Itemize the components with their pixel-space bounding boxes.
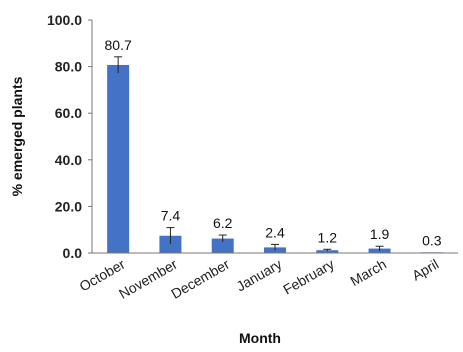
data-labels: 80.7 7.4 6.2 2.4 1.2 1.9 0.3 — [105, 37, 442, 248]
x-axis-title: Month — [239, 330, 281, 346]
y-tick-label: 0.0 — [63, 245, 83, 261]
bar — [316, 250, 339, 253]
data-label: 1.9 — [370, 226, 390, 242]
error-bar — [114, 56, 123, 74]
error-bar — [166, 227, 175, 244]
y-axis-title: % emerged plants — [9, 76, 25, 196]
error-bar — [375, 245, 384, 251]
bar — [211, 238, 234, 253]
x-tick-label: January — [233, 256, 284, 295]
data-label: 2.4 — [265, 224, 285, 240]
y-tick-label: 40.0 — [55, 152, 82, 168]
x-tick-label: December — [168, 256, 232, 302]
y-tick-label: 100.0 — [47, 12, 82, 28]
bar — [159, 235, 182, 253]
error-bar — [271, 243, 279, 251]
y-tick-labels: 0.0 20.0 40.0 60.0 80.0 100.0 — [47, 12, 92, 261]
x-tick-label: November — [116, 256, 180, 302]
data-label: 80.7 — [105, 37, 132, 53]
x-tick-label: March — [347, 256, 389, 289]
y-tick-label: 20.0 — [55, 198, 82, 214]
x-tick-label: April — [409, 256, 441, 284]
error-bar — [218, 234, 227, 243]
data-label: 7.4 — [161, 208, 181, 224]
error-bars — [114, 56, 384, 252]
x-tick-label: February — [280, 256, 337, 298]
y-tick-label: 80.0 — [55, 59, 82, 75]
data-label: 1.2 — [318, 229, 338, 245]
data-label: 6.2 — [213, 215, 233, 231]
bar — [107, 64, 130, 254]
data-label: 0.3 — [422, 232, 442, 248]
error-bar — [323, 248, 332, 252]
y-tick-label: 60.0 — [55, 105, 82, 121]
